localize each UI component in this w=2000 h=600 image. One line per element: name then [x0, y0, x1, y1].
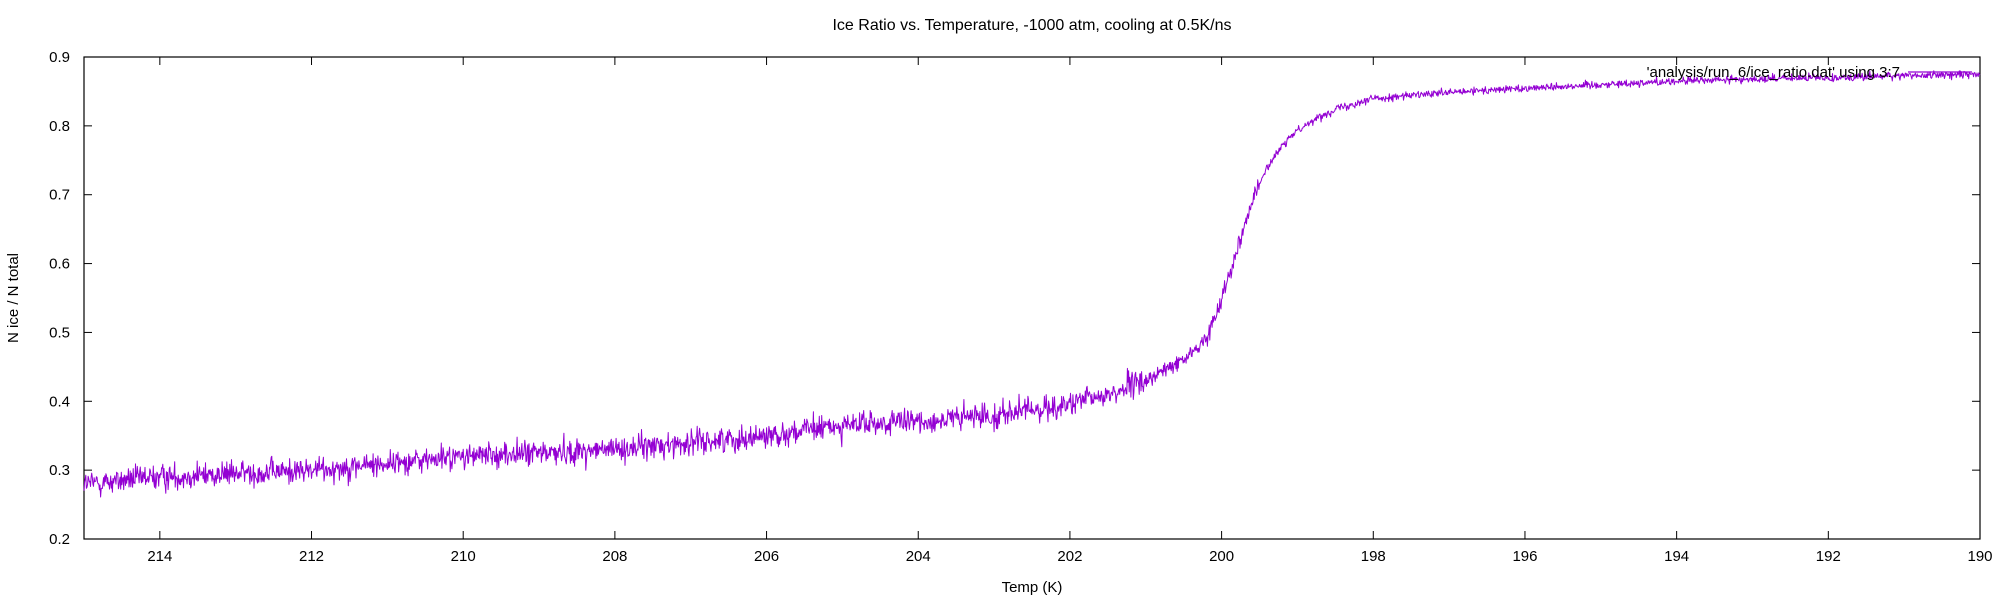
y-tick-label: 0.7: [49, 187, 70, 204]
y-tick-label: 0.6: [49, 256, 70, 273]
x-tick-label: 208: [602, 548, 627, 565]
chart-title: Ice Ratio vs. Temperature, -1000 atm, co…: [832, 17, 1231, 34]
x-tick-label: 196: [1512, 548, 1537, 565]
plot-frame: [83, 56, 1981, 540]
series-line: [83, 70, 1981, 498]
x-tick-label: 210: [451, 548, 476, 565]
y-tick-label: 0.2: [49, 531, 70, 548]
x-tick-label: 194: [1664, 548, 1689, 565]
x-tick-label: 192: [1816, 548, 1841, 565]
y-axis: 0.2 0.3 0.4 0.5 0.6 0.7 0.8 0.9: [49, 49, 1980, 548]
y-tick-label: 0.5: [49, 324, 70, 341]
x-tick-label: 214: [147, 548, 172, 565]
legend-label: 'analysis/run_6/ice_ratio.dat' using 3:7: [1647, 64, 1900, 81]
x-tick-label: 200: [1209, 548, 1234, 565]
x-tick-label: 190: [1967, 548, 1992, 565]
legend: 'analysis/run_6/ice_ratio.dat' using 3:7: [1647, 64, 1972, 81]
x-axis-label: Temp (K): [1002, 579, 1063, 596]
y-tick-label: 0.4: [49, 393, 70, 410]
x-tick-label: 204: [906, 548, 931, 565]
y-axis-label: N ice / N total: [5, 253, 22, 343]
series-layer: [83, 70, 1981, 498]
x-tick-label: 198: [1361, 548, 1386, 565]
x-tick-label: 212: [299, 548, 324, 565]
x-axis: 214 212 210 208 206 204 202 200 198 196 194 192 190: [147, 57, 1993, 565]
x-tick-label: 206: [754, 548, 779, 565]
y-tick-label: 0.3: [49, 462, 70, 479]
x-tick-label: 202: [1057, 548, 1082, 565]
y-tick-label: 0.9: [49, 49, 70, 66]
y-tick-label: 0.8: [49, 118, 70, 135]
